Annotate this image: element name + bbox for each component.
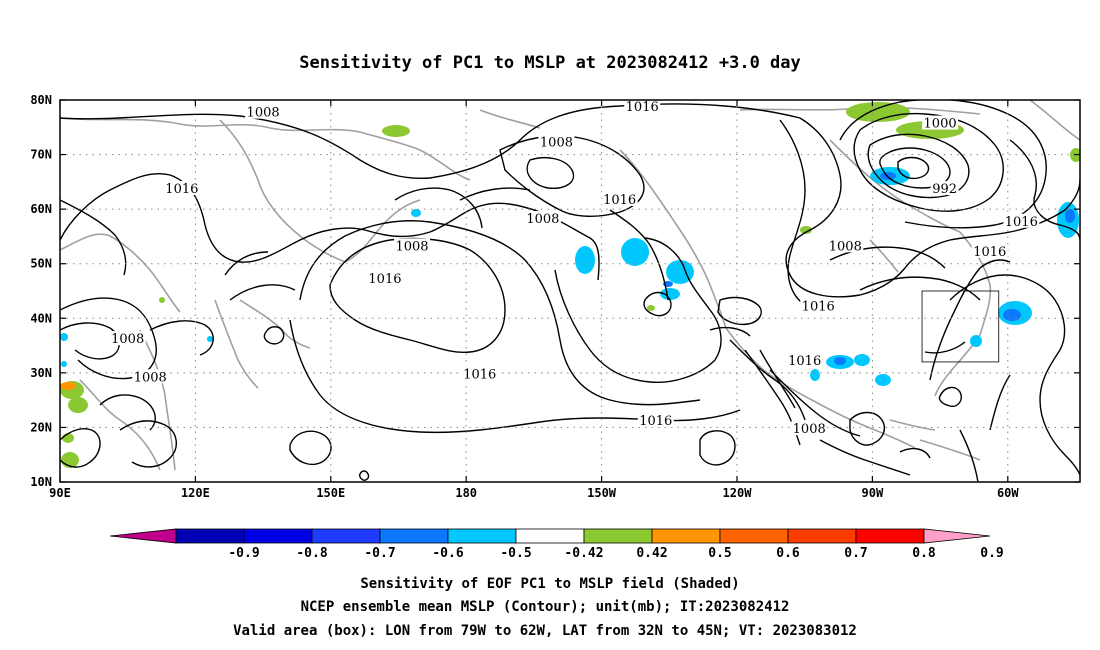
contour-label-bg [394,238,431,253]
contour-label: 1008 [540,136,573,151]
graticule-grid [60,100,1080,482]
contour-label: 1016 [368,272,401,287]
colorbar-label: 0.8 [912,546,936,561]
map-area: 1008 1016 1008 1000 992 1016 1016 1008 1016 1008 1… [60,100,1080,482]
colorbar-box [447,528,517,544]
colorbar-box [379,528,449,544]
colorbar: -0.9 -0.8 -0.7 -0.6 -0.5 -0.42 0.42 0.5 0.6 0.7 0.… [109,528,1004,561]
colorbar-box [651,528,721,544]
contour-label: 1008 [526,212,559,227]
contour-label-bg [601,191,638,206]
y-tick-label: 80N [30,93,52,107]
contour-label-bg [163,181,200,196]
x-tick-label: 120E [181,486,210,500]
contour-label-bg [461,366,498,381]
x-tick-label: 150W [587,486,617,500]
colorbar-label: -0.8 [296,546,327,561]
contour-label-bg [524,211,561,226]
contour-label: 1000 [924,117,957,132]
contour-label: 1016 [802,299,835,314]
colorbar-box [787,528,857,544]
x-tick-label: 180 [455,486,477,500]
valid-area-box [921,290,1000,363]
contour-label: 1008 [829,239,862,254]
colorbar-high-arrow [923,528,991,544]
coastlines [60,100,1080,471]
shaded-negative-patches [60,167,1079,386]
colorbar-box [515,528,585,544]
y-tick-label: 10N [30,475,52,489]
colorbar-box [243,528,313,544]
y-tick-label: 60N [30,202,52,216]
shaded-orange-patches [60,382,76,390]
contour-label: 1016 [463,368,496,383]
map-frame [59,99,1081,483]
colorbar-label: -0.9 [228,546,259,561]
x-tick-label: 120W [723,486,753,500]
colorbar-label: 0.7 [844,546,867,561]
colorbar-label: -0.42 [564,546,603,561]
contour-label-bg [109,331,146,346]
colorbar-label: -0.5 [500,546,531,561]
colorbar-label: -0.6 [432,546,463,561]
contour-label: 1016 [973,245,1006,260]
colorbar-label: 0.42 [636,546,667,561]
x-tick-label: 150E [316,486,345,500]
contour-label: 1008 [134,370,167,385]
x-tick-label: 60W [997,486,1019,500]
colorbar-box [719,528,789,544]
chart-title: Sensitivity of PC1 to MSLP at 2023082412… [299,53,801,73]
y-tick-label: 50N [30,257,52,271]
contour-label-bg [132,369,169,384]
contour-label: 1016 [626,100,659,115]
x-tick-label: 90W [862,486,884,500]
colorbar-box [583,528,653,544]
contour-label-bg [637,412,674,427]
axes: 90E 120E 150E 180 150W 120W 90W 60W 80N 70N 60N 50N… [30,93,1080,500]
contour-label-bg [366,271,403,286]
colorbar-label: 0.9 [980,546,1003,561]
colorbar-label: 0.5 [708,546,731,561]
contour-label-bg [930,181,959,196]
colorbar-box [311,528,381,544]
colorbar-box [855,528,925,544]
contour-label-bg [1003,213,1040,228]
contour-label: 1016 [788,354,821,369]
contour-label: 1016 [165,182,198,197]
shaded-strong-negative-patches [663,172,1075,365]
contour-label: 1008 [247,106,280,121]
caption-line-1: Sensitivity of EOF PC1 to MSLP field (Sh… [360,576,739,592]
contour-label: 1008 [395,239,428,254]
contour-label: 1008 [793,422,826,437]
contour-label: 1016 [1005,215,1038,230]
contour-label-bg [624,100,661,114]
contour-label-bg [971,243,1008,258]
contour-label: 1008 [111,332,144,347]
contour-label-bg [827,238,864,253]
contour-label-bg [922,115,959,130]
caption-line-2: NCEP ensemble mean MSLP (Contour); unit(… [301,599,790,615]
contour-label: 992 [932,182,957,197]
contour-label-bg [245,104,282,119]
contour-label-bg [538,134,575,149]
shaded-positive-patches [60,102,1080,468]
x-tick-label: 90E [49,486,71,500]
y-tick-label: 40N [30,311,52,325]
y-tick-label: 20N [30,420,52,434]
colorbar-low-arrow [109,528,177,544]
contour-label-bg [786,352,823,367]
contour-labels: 1008 1016 1008 1000 992 1016 1016 1008 1016 1008 1… [109,100,1040,437]
contour-label-bg [791,421,828,436]
colorbar-label: 0.6 [776,546,800,561]
contour-label: 1016 [603,193,636,208]
colorbar-box [175,528,245,544]
contour-label-bg [800,298,837,313]
caption-line-3: Valid area (box): LON from 79W to 62W, L… [233,623,857,639]
y-tick-label: 30N [30,366,52,380]
y-tick-label: 70N [30,148,52,162]
colorbar-label: -0.7 [364,546,395,561]
contour-label: 1016 [639,414,672,429]
